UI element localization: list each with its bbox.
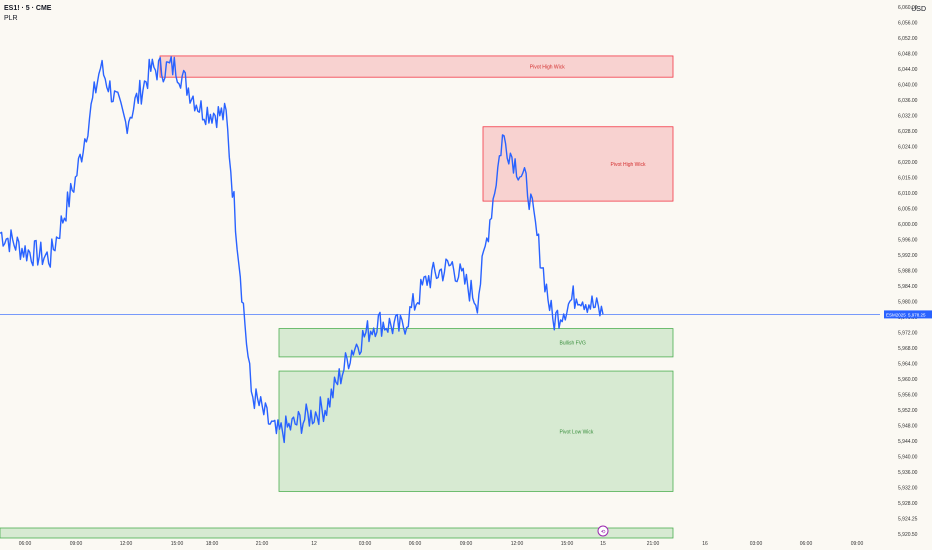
price-tick-label: 5,936.00: [898, 470, 918, 476]
zone-layer: Pivot High Wick Pivot High Wick Bullish FV…: [0, 55, 674, 539]
price-tick-label: 5,984.00: [898, 284, 918, 290]
time-tick-label: 09:00: [851, 541, 864, 547]
price-tick-label: 5,920.50: [898, 532, 918, 538]
time-tick-label: 18:00: [206, 541, 219, 547]
price-series-line: [0, 56, 604, 444]
price-tick-label: 5,956.00: [898, 393, 918, 399]
time-tick-label: 21:00: [647, 541, 660, 547]
price-tick-label: 5,988.00: [898, 269, 918, 275]
time-tick-label: 12:00: [120, 541, 133, 547]
pivot-high-zone-0[interactable]: [159, 55, 674, 78]
price-tick-label: 5,944.00: [898, 439, 918, 445]
price-tick-label: 5,972.00: [898, 331, 918, 337]
time-tick-label: 06:00: [19, 541, 32, 547]
session-marker-glyph: ⟲: [601, 530, 606, 536]
price-tick-label: 5,924.25: [898, 517, 918, 523]
price-tick-label: 6,000.00: [898, 222, 918, 228]
zone-label-3: Pivot Low Wick: [560, 429, 594, 435]
lower-zone-strip: [0, 527, 674, 539]
price-tick-label: 5,928.00: [898, 501, 918, 507]
time-tick-label: 06:00: [800, 541, 813, 547]
time-tick-label: 21:00: [256, 541, 269, 547]
current-price-label: 5,978.25: [908, 312, 926, 317]
price-tick-label: 5,952.00: [898, 408, 918, 414]
time-tick-label: 12:00: [511, 541, 524, 547]
price-tick-label: 6,040.00: [898, 83, 918, 89]
price-tick-label: 5,964.00: [898, 362, 918, 368]
zone-label-0: Pivot High Wick: [530, 65, 566, 71]
price-tick-label: 6,010.00: [898, 191, 918, 197]
price-tick-label: 6,048.00: [898, 52, 918, 58]
price-tick-label: 6,060.00: [898, 5, 918, 11]
price-tick-label: 5,940.00: [898, 455, 918, 461]
session-marker-icon[interactable]: [597, 525, 609, 537]
price-tick-label: 5,980.00: [898, 300, 918, 306]
price-tick-label: 6,056.00: [898, 21, 918, 27]
price-tick-label: 5,932.00: [898, 486, 918, 492]
indicator-label[interactable]: PLR: [4, 15, 18, 22]
price-tick-label: 5,968.00: [898, 346, 918, 352]
price-tick-label: 6,024.00: [898, 145, 918, 151]
price-tag-bg: [906, 310, 932, 319]
time-tick-label: 15: [600, 541, 606, 547]
price-tick-label: 6,028.00: [898, 129, 918, 135]
time-tick-label: 09:00: [70, 541, 83, 547]
bull-zone-2[interactable]: [278, 328, 674, 358]
zone-label-2: Bullish FVG: [560, 341, 587, 347]
time-tick-label: 16: [702, 541, 708, 547]
symbol-tag: ESM2025: [886, 312, 906, 317]
price-tick-label: 5,948.00: [898, 424, 918, 430]
price-tick-label: 5,992.00: [898, 253, 918, 259]
price-tick-label: 6,036.00: [898, 98, 918, 104]
price-tick-label: 5,960.00: [898, 377, 918, 383]
price-tick-label: 5,996.00: [898, 238, 918, 244]
time-tick-label: 09:00: [460, 541, 473, 547]
time-tick-label: 03:00: [750, 541, 763, 547]
zone-label-1: Pivot High Wick: [611, 162, 647, 168]
symbol-tag-bg: [884, 310, 906, 319]
price-tick-label: 6,032.00: [898, 114, 918, 120]
price-tick-label: 6,052.00: [898, 36, 918, 42]
time-tick-label: 15:00: [561, 541, 574, 547]
time-tick-label: 03:00: [359, 541, 372, 547]
bull-zone-3[interactable]: [278, 370, 674, 492]
time-tick-label: 15:00: [171, 541, 184, 547]
price-axis: 6,060.00 6,056.00 6,052.00 6,048.00 6,044.00…: [898, 5, 918, 538]
current-price-tag: ESM2025 5,978.25: [884, 310, 932, 319]
time-tick-label: 12: [311, 541, 317, 547]
time-axis: 06:00 09:00 12:00 15:00 18:00 21:00 12 03:00 06:…: [19, 525, 864, 547]
price-tick-label: 6,005.00: [898, 207, 918, 213]
price-tick-label: 6,044.00: [898, 67, 918, 73]
price-tick-label: 6,015.00: [898, 176, 918, 182]
currency-label: USD: [911, 6, 926, 13]
price-tick-label: 6,020.00: [898, 160, 918, 166]
symbol-title[interactable]: ES1! · 5 · CME: [4, 5, 52, 12]
time-tick-label: 06:00: [409, 541, 422, 547]
